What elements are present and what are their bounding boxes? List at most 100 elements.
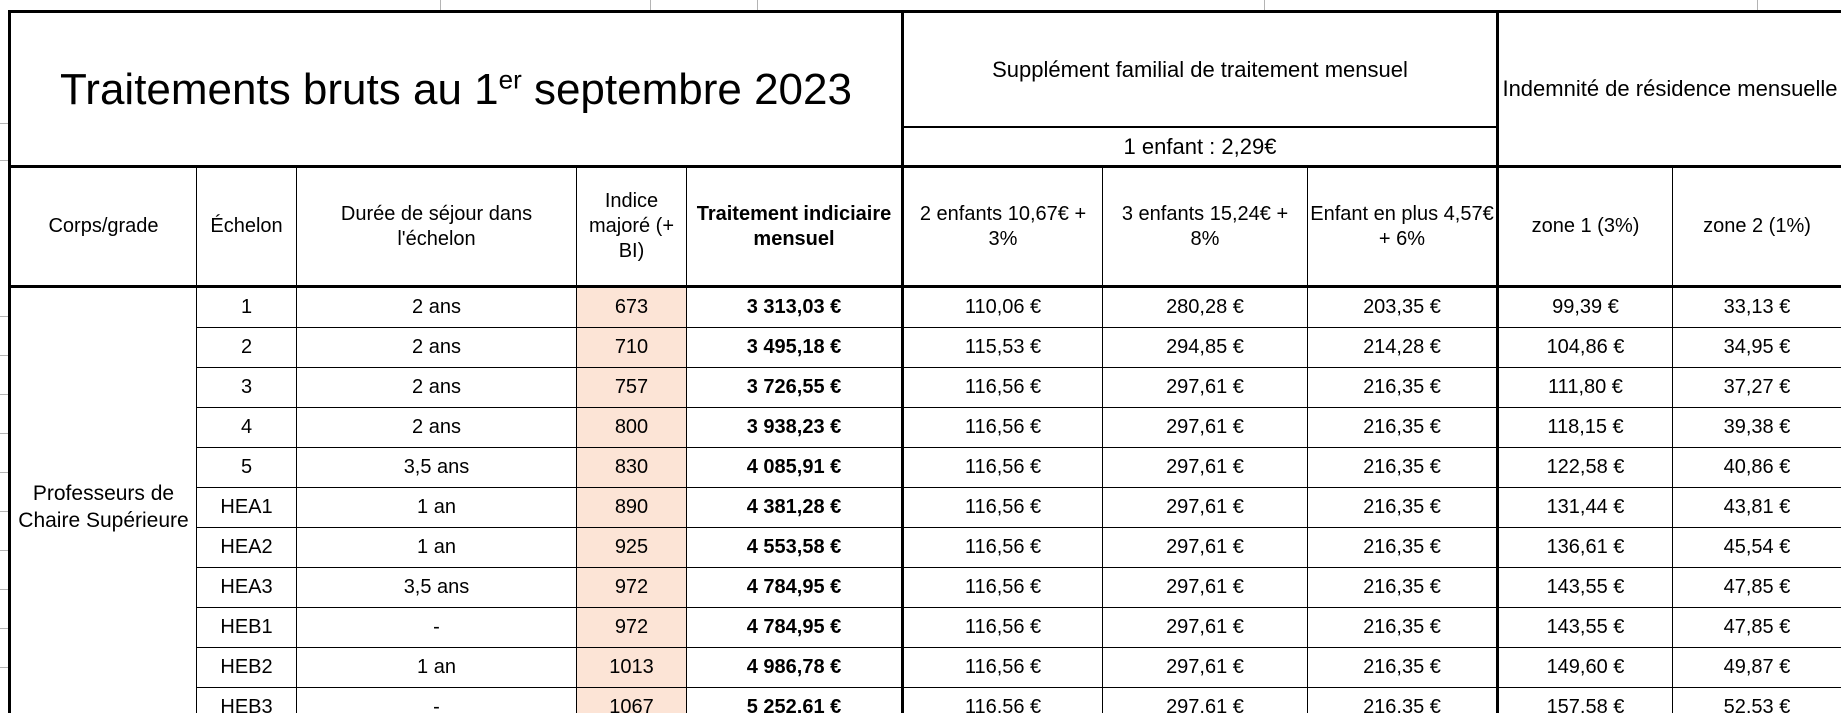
gridline-tick <box>650 0 651 10</box>
cell-zone1: 157,58 € <box>1497 687 1673 713</box>
cell-indice: 890 <box>576 487 687 528</box>
cell-duree: 1 an <box>296 527 577 568</box>
cell-echelon: HEB1 <box>196 607 297 648</box>
col-header-zone2: zone 2 (1%) <box>1672 166 1841 288</box>
cell-3-enfants: 297,61 € <box>1102 407 1308 448</box>
gridline-tick <box>757 0 758 10</box>
supplement-section-header: Supplément familial de traitement mensue… <box>902 10 1499 128</box>
cell-indice: 673 <box>576 286 687 328</box>
cell-enfant-plus: 216,35 € <box>1307 487 1499 528</box>
cell-duree: 3,5 ans <box>296 567 577 608</box>
cell-duree: 2 ans <box>296 367 577 408</box>
gridline-tick <box>0 160 8 161</box>
cell-indice: 800 <box>576 407 687 448</box>
cell-traitement: 3 726,55 € <box>686 367 904 408</box>
cell-duree: - <box>296 607 577 648</box>
cell-enfant-plus: 216,35 € <box>1307 567 1499 608</box>
table-row: HEB3 - 1067 5 252,61 € 116,56 € 297,61 €… <box>10 687 1841 713</box>
cell-zone2: 49,87 € <box>1672 647 1841 688</box>
table-row: 5 3,5 ans 830 4 085,91 € 116,56 € 297,61… <box>10 447 1841 488</box>
cell-indice: 972 <box>576 567 687 608</box>
cell-3-enfants: 280,28 € <box>1102 286 1308 328</box>
cell-duree: 2 ans <box>296 327 577 368</box>
header-row: Corps/grade Échelon Durée de séjour dans… <box>8 166 1841 288</box>
gridline-tick <box>0 667 8 668</box>
cell-indice: 710 <box>576 327 687 368</box>
cell-3-enfants: 297,61 € <box>1102 567 1308 608</box>
cell-duree: 1 an <box>296 487 577 528</box>
col-header-corps: Corps/grade <box>8 166 197 288</box>
gridline-tick <box>0 550 8 551</box>
cell-3-enfants: 297,61 € <box>1102 607 1308 648</box>
cell-zone1: 99,39 € <box>1497 286 1673 328</box>
cell-indice: 1013 <box>576 647 687 688</box>
cell-zone2: 47,85 € <box>1672 567 1841 608</box>
table-row: 3 2 ans 757 3 726,55 € 116,56 € 297,61 €… <box>10 367 1841 408</box>
gridline-tick <box>0 589 8 590</box>
cell-enfant-plus: 214,28 € <box>1307 327 1499 368</box>
gridline-tick <box>1264 0 1265 10</box>
cell-traitement: 3 495,18 € <box>686 327 904 368</box>
cell-indice: 972 <box>576 607 687 648</box>
cell-2-enfants: 116,56 € <box>902 687 1103 713</box>
cell-zone2: 45,54 € <box>1672 527 1841 568</box>
gridline-tick <box>0 316 8 317</box>
cell-2-enfants: 116,56 € <box>902 567 1103 608</box>
cell-traitement: 4 381,28 € <box>686 487 904 528</box>
cell-duree: 2 ans <box>296 286 577 328</box>
cell-indice: 757 <box>576 367 687 408</box>
cell-2-enfants: 115,53 € <box>902 327 1103 368</box>
table-row: HEA3 3,5 ans 972 4 784,95 € 116,56 € 297… <box>10 567 1841 608</box>
gridline-tick <box>0 472 8 473</box>
cell-zone1: 122,58 € <box>1497 447 1673 488</box>
cell-enfant-plus: 203,35 € <box>1307 286 1499 328</box>
cell-2-enfants: 116,56 € <box>902 647 1103 688</box>
cell-traitement: 3 313,03 € <box>686 286 904 328</box>
cell-echelon: HEB2 <box>196 647 297 688</box>
cell-indice: 925 <box>576 527 687 568</box>
col-header-echelon: Échelon <box>196 166 297 288</box>
table-row: HEB1 - 972 4 784,95 € 116,56 € 297,61 € … <box>10 607 1841 648</box>
gridline-tick <box>0 433 8 434</box>
cell-indice: 1067 <box>576 687 687 713</box>
cell-echelon: HEA3 <box>196 567 297 608</box>
cell-3-enfants: 297,61 € <box>1102 487 1308 528</box>
cell-echelon: 1 <box>196 286 297 328</box>
title-text: Traitements bruts au 1 <box>60 64 499 114</box>
cell-traitement: 5 252,61 € <box>686 687 904 713</box>
cell-echelon: 2 <box>196 327 297 368</box>
cell-2-enfants: 116,56 € <box>902 367 1103 408</box>
page-title: Traitements bruts au 1er septembre 2023 <box>8 10 904 168</box>
cell-zone2: 52,53 € <box>1672 687 1841 713</box>
table-row: 4 2 ans 800 3 938,23 € 116,56 € 297,61 €… <box>10 407 1841 448</box>
gridline-tick <box>0 123 8 124</box>
cell-duree: 2 ans <box>296 407 577 448</box>
cell-enfant-plus: 216,35 € <box>1307 687 1499 713</box>
cell-echelon: HEA1 <box>196 487 297 528</box>
col-header-3-enfants: 3 enfants 15,24€ + 8% <box>1102 166 1308 288</box>
cell-3-enfants: 297,61 € <box>1102 687 1308 713</box>
cell-zone1: 104,86 € <box>1497 327 1673 368</box>
corps-grade-cell: Professeurs de Chaire Supérieure <box>8 286 197 713</box>
col-header-duree: Durée de séjour dans l'échelon <box>296 166 577 288</box>
cell-traitement: 3 938,23 € <box>686 407 904 448</box>
cell-zone1: 136,61 € <box>1497 527 1673 568</box>
cell-traitement: 4 085,91 € <box>686 447 904 488</box>
cell-enfant-plus: 216,35 € <box>1307 647 1499 688</box>
table-row: HEA2 1 an 925 4 553,58 € 116,56 € 297,61… <box>10 527 1841 568</box>
gridline-tick <box>0 394 8 395</box>
cell-3-enfants: 297,61 € <box>1102 367 1308 408</box>
cell-zone2: 40,86 € <box>1672 447 1841 488</box>
cell-2-enfants: 110,06 € <box>902 286 1103 328</box>
salary-table: Traitements bruts au 1er septembre 2023 … <box>8 10 1841 713</box>
cell-2-enfants: 116,56 € <box>902 447 1103 488</box>
cell-enfant-plus: 216,35 € <box>1307 447 1499 488</box>
cell-zone2: 37,27 € <box>1672 367 1841 408</box>
cell-zone1: 149,60 € <box>1497 647 1673 688</box>
indemnite-section-header: Indemnité de résidence mensuelle <box>1497 10 1841 168</box>
cell-traitement: 4 553,58 € <box>686 527 904 568</box>
table-row: 2 2 ans 710 3 495,18 € 115,53 € 294,85 €… <box>10 327 1841 368</box>
cell-zone1: 143,55 € <box>1497 567 1673 608</box>
cell-echelon: HEB3 <box>196 687 297 713</box>
